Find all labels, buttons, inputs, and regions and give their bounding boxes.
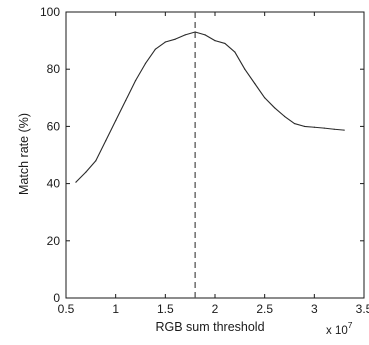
y-tick-label: 0 [53, 291, 60, 305]
x-tick-label: 2 [212, 302, 219, 316]
data-point [164, 41, 166, 43]
data-point [274, 107, 276, 109]
x-axis-title: RGB sum threshold [155, 320, 264, 334]
x-tick-label: 3.5 [356, 302, 369, 316]
data-point [343, 129, 345, 131]
data-point [333, 128, 335, 130]
y-tick-label: 100 [40, 5, 60, 19]
data-point [234, 51, 236, 53]
data-point [105, 140, 107, 142]
y-axis-title: Match rate (%) [17, 113, 31, 195]
series-layer [75, 12, 345, 298]
x-axis-multiplier-base: x 10 [326, 325, 348, 337]
data-point [293, 122, 296, 125]
x-axis: 0.5 1 1.5 2 2.5 3 3.5 [58, 12, 369, 316]
x-tick-label: 1.5 [157, 302, 174, 316]
data-point [224, 42, 226, 45]
data-point [95, 160, 97, 162]
data-point [115, 120, 117, 122]
data-point [313, 126, 315, 128]
y-tick-label: 40 [47, 177, 61, 191]
data-point [75, 181, 77, 183]
x-tick-label: 1 [112, 302, 119, 316]
x-tick-label: 0.5 [58, 302, 75, 316]
data-point [85, 171, 87, 173]
data-point [204, 34, 206, 36]
data-point [283, 115, 286, 117]
data-point [125, 100, 127, 102]
data-point [264, 97, 266, 99]
y-axis: 0 20 40 60 80 100 [40, 5, 364, 305]
x-tick-label: 2.5 [256, 302, 273, 316]
x-axis-multiplier-exponent: 7 [348, 320, 353, 330]
y-tick-label: 20 [47, 234, 61, 248]
data-point [323, 127, 325, 129]
data-point [144, 62, 147, 65]
data-point [174, 38, 176, 40]
data-point [134, 80, 137, 82]
data-point [184, 34, 186, 36]
plot-frame [65, 11, 365, 299]
data-point [244, 68, 246, 70]
x-tick-label: 3 [311, 302, 318, 316]
y-tick-label: 80 [47, 62, 61, 76]
data-point [154, 48, 156, 50]
data-point [254, 82, 256, 85]
y-tick-label: 60 [47, 119, 61, 133]
plot-area [65, 11, 365, 299]
match-rate-series-line [75, 31, 345, 183]
x-axis-multiplier: x 107 [326, 320, 353, 337]
data-point [303, 125, 305, 127]
data-point [194, 31, 196, 33]
data-point [214, 40, 216, 42]
